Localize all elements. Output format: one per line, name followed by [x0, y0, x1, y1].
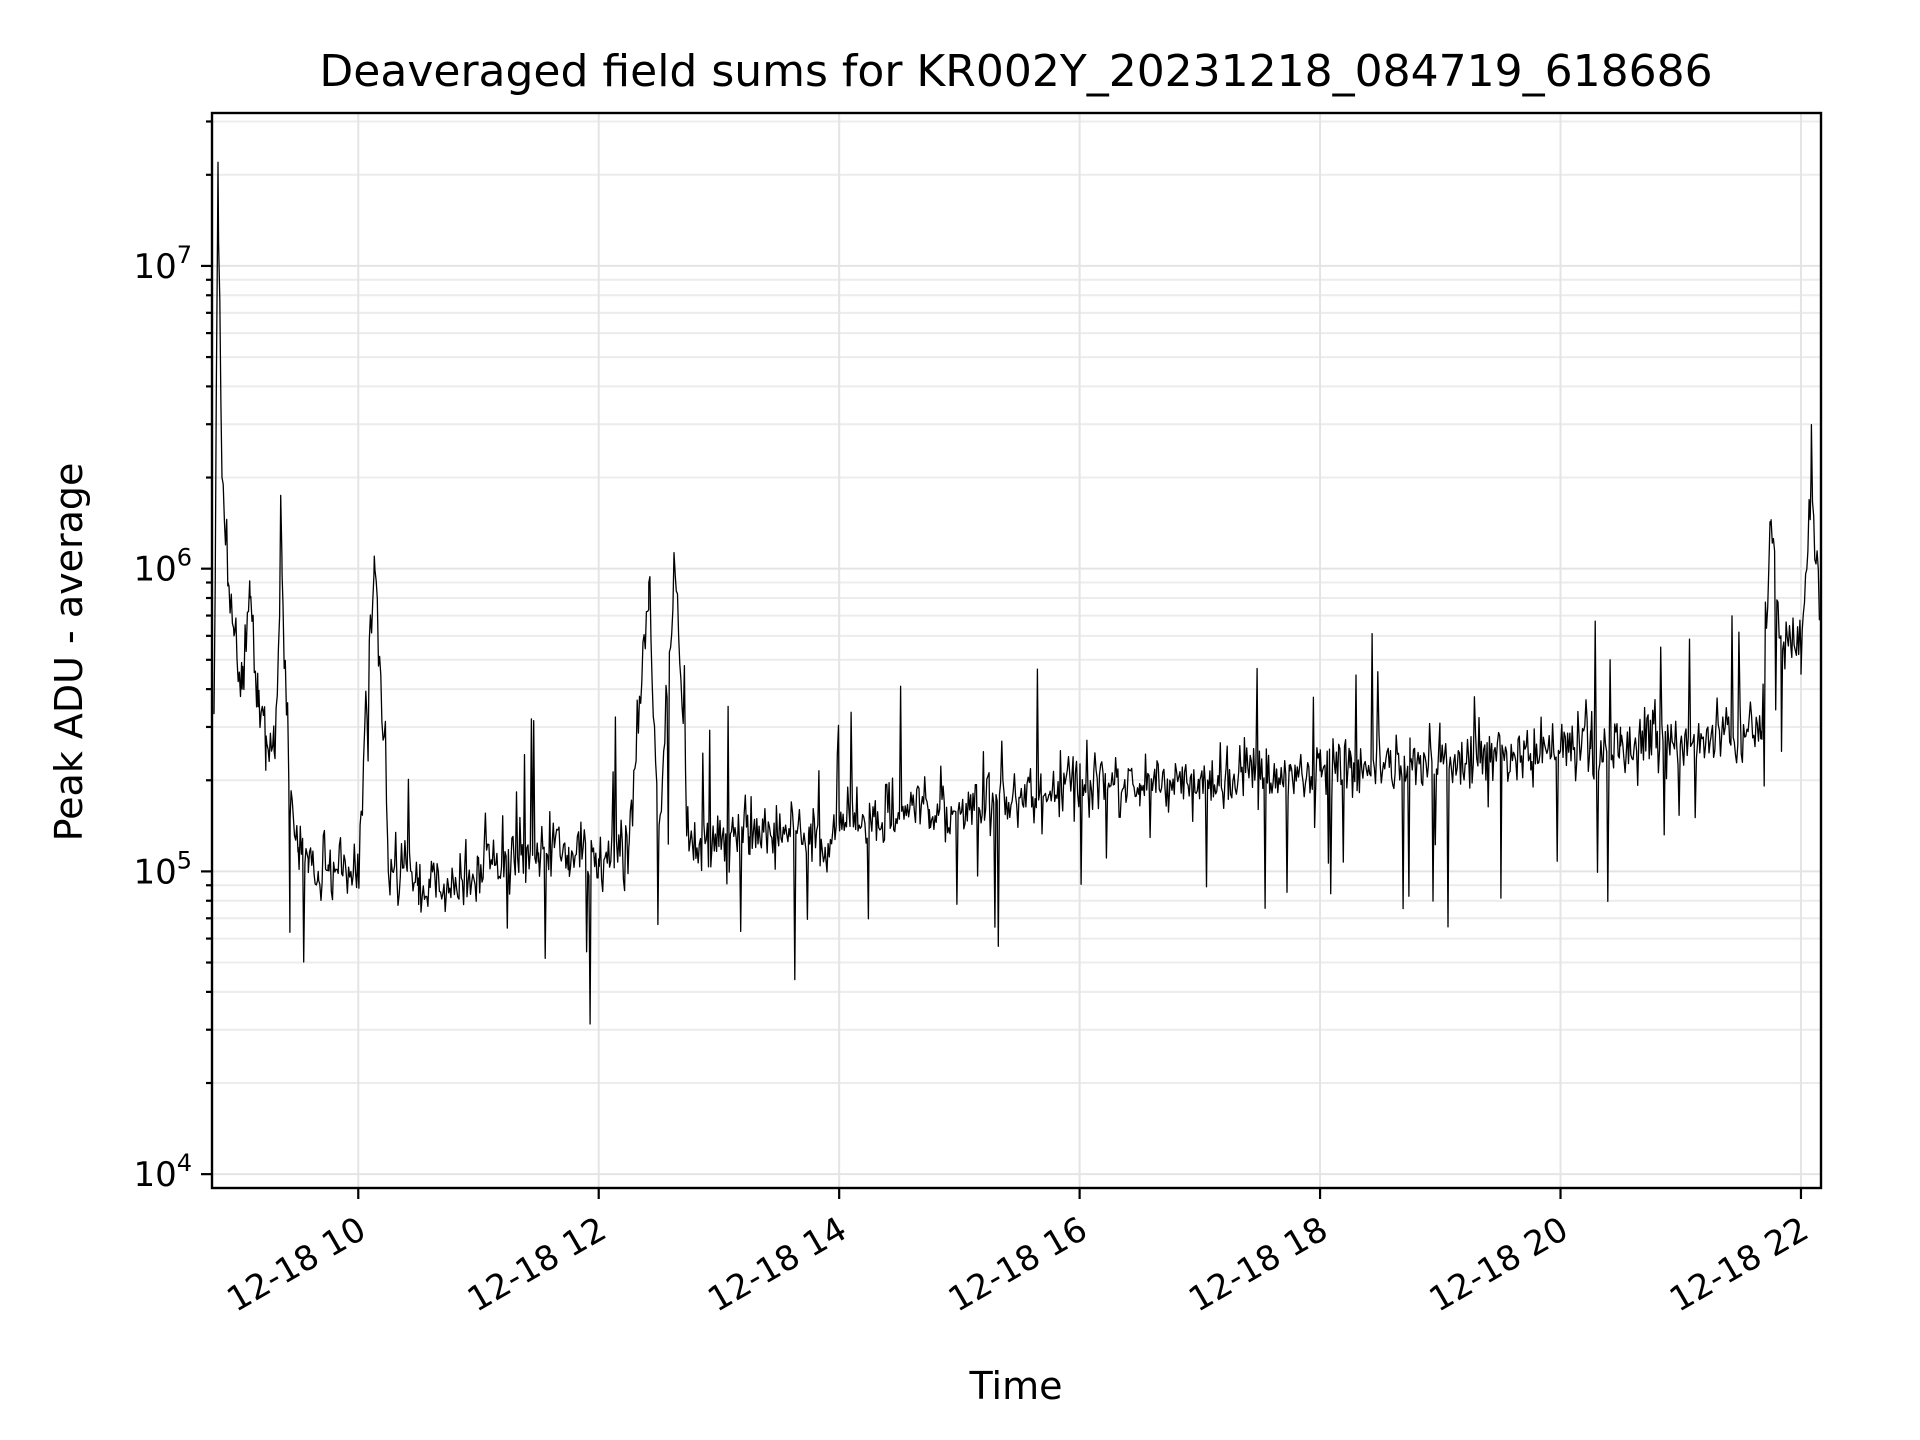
y-tick-label: 104 — [133, 1149, 192, 1195]
y-tick-label: 106 — [133, 544, 192, 590]
plot-frame — [210, 111, 1823, 1190]
y-tick-label: 107 — [133, 241, 192, 287]
y-tick-label: 105 — [133, 846, 192, 892]
chart-title: Deaveraged field sums for KR002Y_2023121… — [319, 46, 1712, 97]
series-line — [213, 161, 1822, 1025]
y-axis-label: Peak ADU - average — [47, 463, 91, 842]
x-axis-label: Time — [969, 1364, 1063, 1408]
grid — [212, 113, 1821, 1188]
series-layer — [213, 161, 1822, 1025]
